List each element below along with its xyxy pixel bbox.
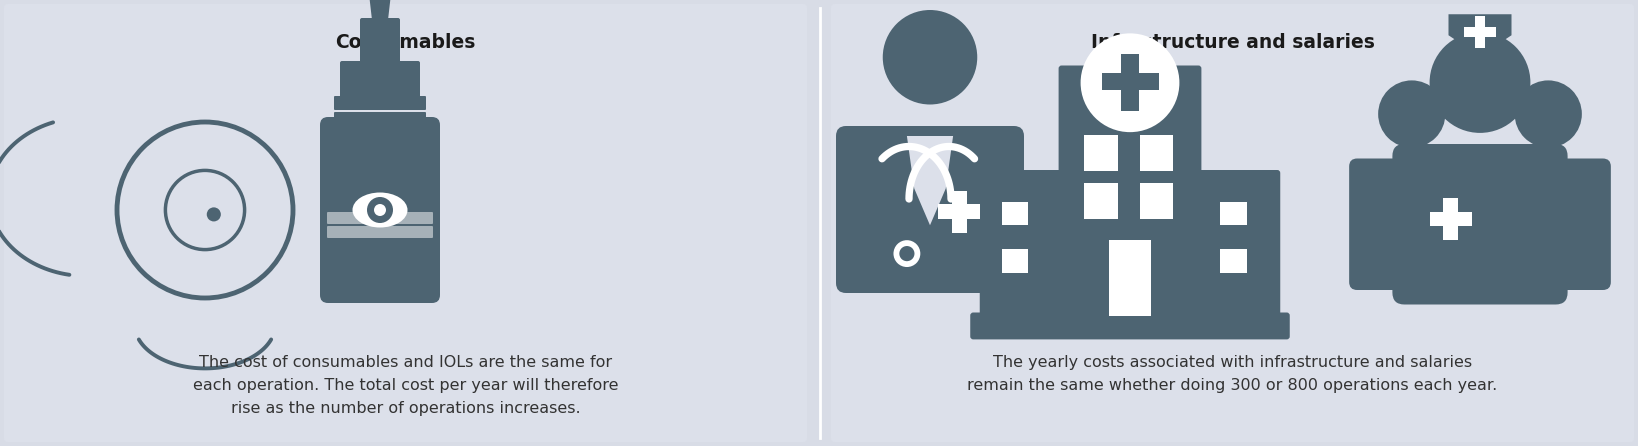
Text: The yearly costs associated with infrastructure and salaries
remain the same whe: The yearly costs associated with infrast… xyxy=(968,355,1497,393)
Ellipse shape xyxy=(352,193,408,227)
FancyBboxPatch shape xyxy=(3,4,808,442)
Bar xyxy=(1464,27,1495,37)
Bar xyxy=(1109,240,1152,315)
FancyBboxPatch shape xyxy=(328,226,432,238)
FancyBboxPatch shape xyxy=(341,61,419,100)
Polygon shape xyxy=(369,0,391,20)
FancyBboxPatch shape xyxy=(835,126,1024,293)
FancyBboxPatch shape xyxy=(1058,66,1201,323)
FancyBboxPatch shape xyxy=(334,96,426,110)
Bar xyxy=(1220,249,1247,273)
Bar xyxy=(1430,212,1471,227)
Polygon shape xyxy=(907,136,953,225)
Bar xyxy=(939,204,981,219)
Bar xyxy=(1101,73,1158,91)
FancyBboxPatch shape xyxy=(830,4,1635,442)
Bar xyxy=(1084,135,1117,171)
Bar xyxy=(1140,135,1173,171)
Circle shape xyxy=(373,204,387,216)
Text: Infrastructure and salaries: Infrastructure and salaries xyxy=(1091,33,1374,51)
Bar xyxy=(1474,17,1486,48)
FancyBboxPatch shape xyxy=(319,117,441,303)
Bar xyxy=(1084,182,1117,219)
FancyBboxPatch shape xyxy=(970,313,1289,339)
FancyBboxPatch shape xyxy=(360,18,400,67)
Circle shape xyxy=(367,197,393,223)
FancyBboxPatch shape xyxy=(1486,158,1610,290)
Bar xyxy=(1443,198,1458,240)
Circle shape xyxy=(1081,33,1179,132)
Bar xyxy=(1002,249,1029,273)
Polygon shape xyxy=(1448,14,1512,56)
FancyBboxPatch shape xyxy=(980,170,1061,323)
Text: Consumables: Consumables xyxy=(336,33,475,51)
Text: The cost of consumables and IOLs are the same for
each operation. The total cost: The cost of consumables and IOLs are the… xyxy=(193,355,618,416)
Bar xyxy=(952,190,966,233)
Circle shape xyxy=(883,10,978,104)
FancyBboxPatch shape xyxy=(1350,158,1474,290)
Bar xyxy=(1002,202,1029,225)
FancyBboxPatch shape xyxy=(328,212,432,224)
Bar xyxy=(1140,182,1173,219)
Circle shape xyxy=(1378,80,1445,148)
Circle shape xyxy=(1430,32,1530,133)
FancyBboxPatch shape xyxy=(334,112,426,124)
Circle shape xyxy=(1515,80,1582,148)
Bar xyxy=(1220,202,1247,225)
Circle shape xyxy=(206,207,221,222)
FancyBboxPatch shape xyxy=(1392,144,1568,305)
FancyBboxPatch shape xyxy=(1199,170,1281,323)
Bar xyxy=(1122,54,1138,111)
